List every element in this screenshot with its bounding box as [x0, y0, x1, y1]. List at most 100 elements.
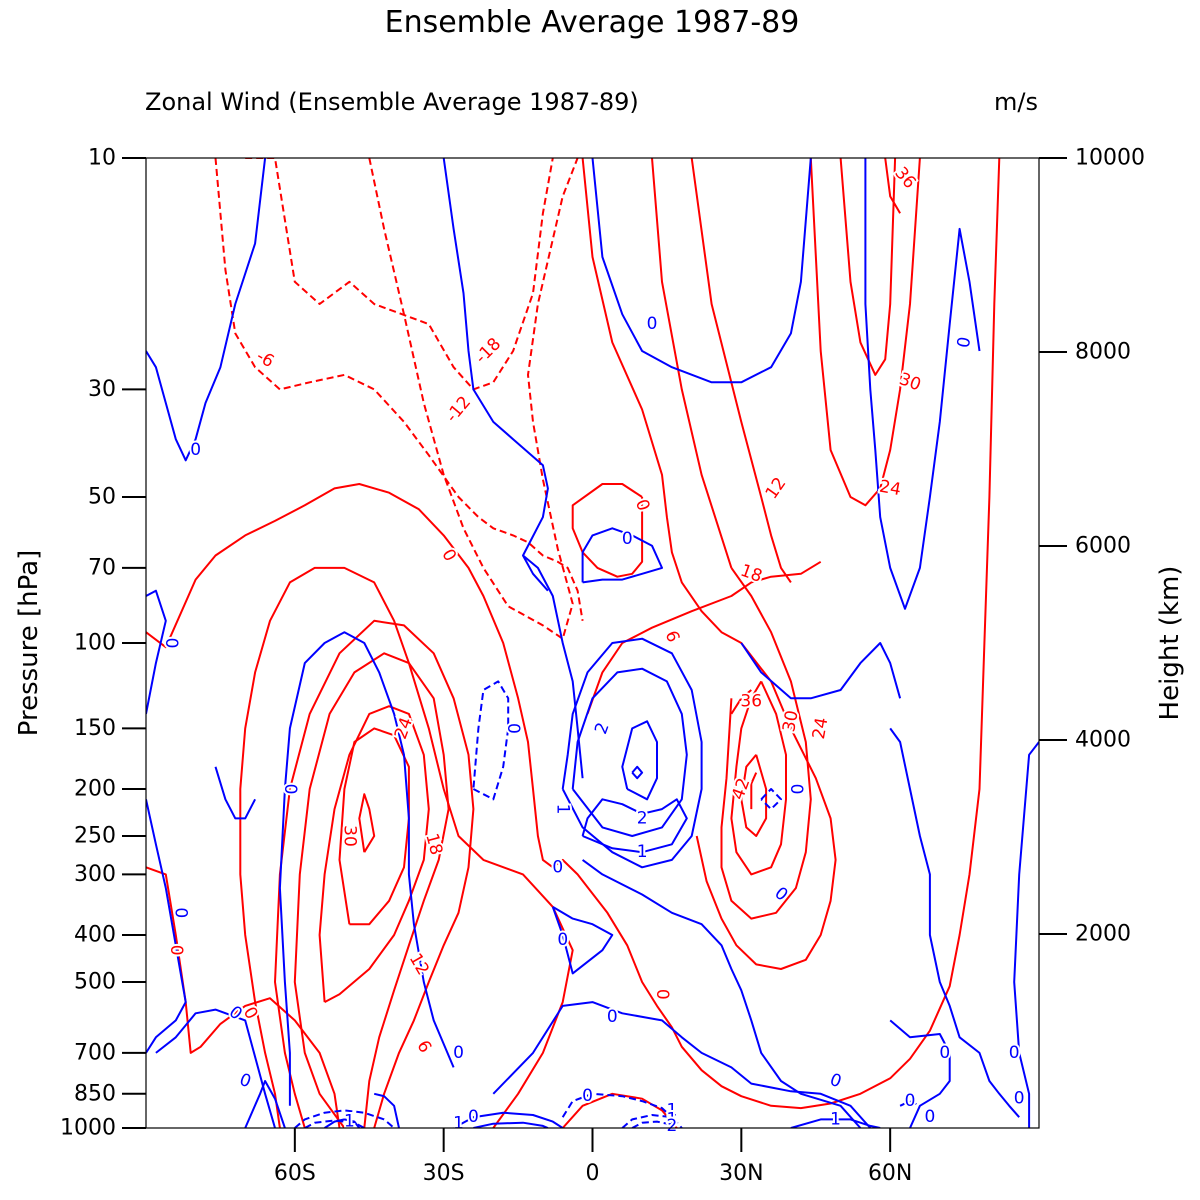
contour-label-2: -6 [253, 346, 278, 372]
blue-contour-0-11 [155, 1008, 276, 1128]
red-contour-18-15 [690, 158, 792, 583]
blue-contour-0-16 [373, 1092, 400, 1128]
y2-tick-label-1: 4000 [1075, 728, 1131, 753]
x-tick-label-2: 0 [586, 1161, 600, 1186]
contour-label-25: 0 [954, 335, 976, 349]
red-contour-0-5 [239, 566, 574, 1128]
y-axis-label: Pressure [hPa] [14, 550, 44, 737]
blue-contour-0-23 [294, 1109, 395, 1128]
contour-label-29: 0 [503, 723, 523, 734]
y2-axis-label: Height (km) [1155, 566, 1185, 721]
chart-title: Ensemble Average 1987-89 [385, 5, 800, 40]
blue-contour-1-34 [453, 1111, 564, 1128]
red-contour-neg6-2 [214, 158, 584, 621]
contour-label-37: 0 [453, 1043, 464, 1063]
blue-contour-2-28 [561, 637, 703, 869]
y-axis-pressure: 10 30 50 70 100 150 200 250 300 400 500 700 850 1000 [60, 146, 146, 1141]
y-tick-label-0: 10 [88, 146, 116, 171]
y2-tick-label-0: 2000 [1075, 922, 1131, 947]
contour-label-56: 2 [666, 1116, 677, 1136]
blue-contour-0-6 [278, 631, 455, 1106]
blue-contour-0-9 [551, 906, 614, 975]
blue-contour-0-14 [1013, 741, 1039, 1128]
red-contour-36-23 [884, 158, 901, 214]
contour-label-26: 0 [622, 529, 633, 549]
contour-label-33: 0 [557, 930, 568, 950]
contour-label-0: -18 [471, 334, 505, 368]
y-tick-label-2: 50 [88, 485, 116, 510]
contour-label-6: 0 [166, 945, 186, 956]
contour-label-27: 0 [161, 638, 181, 649]
contour-label-9: 6 [412, 1037, 435, 1056]
contour-label-54: 1 [666, 1100, 677, 1120]
blue-contour-2-31 [631, 765, 644, 780]
blue-contour-0-4 [146, 589, 167, 715]
y2-tick-label-2: 6000 [1075, 534, 1131, 559]
y-tick-label-6: 200 [74, 776, 116, 801]
red-contour-30-20 [740, 754, 768, 837]
y-tick-label-10: 500 [74, 970, 116, 995]
contour-label-43: 0 [924, 1107, 935, 1127]
red-contour-24-17 [730, 680, 787, 876]
contour-label-44: 0 [582, 1086, 593, 1106]
blue-contour-0-18 [214, 766, 256, 820]
contour-label-45: 0 [905, 1091, 916, 1111]
red-contour-30-21 [839, 158, 897, 376]
contour-label-10: 12 [762, 474, 791, 503]
contour-label-23: 0 [190, 440, 201, 460]
contour-label-31: 0 [171, 907, 191, 918]
contour-label-24: 0 [647, 314, 658, 334]
blue-contour-0-20 [472, 680, 510, 801]
y2-tick-label-3: 8000 [1075, 340, 1131, 365]
contour-label-17: 30 [339, 825, 359, 847]
blue-contour-1-32 [581, 798, 688, 854]
y-tick-label-12: 850 [74, 1081, 116, 1106]
contour-label-47: 2 [591, 720, 613, 737]
contour-label-50: 1 [637, 842, 648, 862]
y-tick-label-11: 700 [74, 1040, 116, 1065]
contour-label-40: 0 [827, 1070, 844, 1092]
red-contour-30-19 [358, 793, 376, 853]
blue-contour-0-22 [561, 1092, 673, 1118]
plot-frame [145, 157, 1040, 1129]
contour-label-18: 30 [779, 709, 802, 734]
chart-subtitle: Zonal Wind (Ensemble Average 1987-89) [145, 88, 639, 116]
contour-label-8: 6 [661, 628, 683, 645]
contour-label-16: 24 [878, 477, 903, 500]
x-tick-label-0: 60S [274, 1161, 316, 1186]
y-tick-label-9: 400 [74, 922, 116, 947]
y-tick-label-5: 150 [74, 716, 116, 741]
contour-label-49: 1 [553, 804, 573, 815]
contour-label-34: 0 [770, 883, 791, 905]
red-contour-12-11 [581, 158, 837, 970]
red-contour-neg12-1 [368, 158, 579, 640]
blue-contour-0-7 [522, 554, 584, 779]
red-contour-6-7 [274, 619, 475, 1128]
red-contour-36-22 [730, 689, 752, 715]
y-tick-label-7: 250 [74, 824, 116, 849]
red-contour-42-24 [750, 772, 758, 810]
y-tick-label-3: 70 [88, 555, 116, 580]
y-tick-label-13: 1000 [60, 1116, 116, 1141]
x-axis: 60S 30S 0 30N 60N [274, 1128, 912, 1186]
contour-label-55: 1 [666, 1109, 677, 1129]
contour-label-32: 0 [552, 857, 563, 877]
blue-contour-0-17 [889, 727, 1020, 1118]
contour-label-42: 0 [1009, 1043, 1020, 1063]
contour-label-20: 36 [740, 691, 762, 711]
blue-contour-0-27 [631, 1120, 673, 1128]
blue-contour-0-21 [760, 788, 782, 811]
contour-label-35: 0 [607, 1007, 618, 1027]
contour-label-5: 0 [652, 989, 672, 1000]
blue-contour-0-8 [581, 527, 663, 584]
x-tick-label-4: 60N [868, 1161, 912, 1186]
contour-label-11: 12 [405, 950, 433, 979]
x-tick-label-3: 30N [719, 1161, 763, 1186]
red-contour-24-16 [338, 727, 410, 926]
blue-contour-1-36 [473, 1121, 549, 1128]
red-contour-6-8 [561, 1092, 678, 1128]
blue-contour-0-13 [889, 1019, 951, 1128]
contour-label-53: 1 [830, 1109, 841, 1129]
